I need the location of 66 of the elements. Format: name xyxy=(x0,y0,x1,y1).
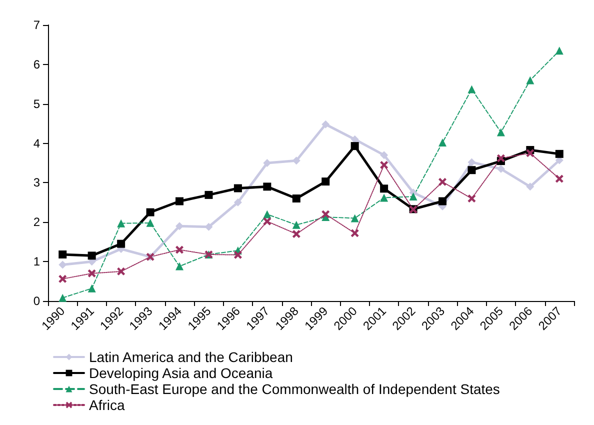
point xyxy=(380,194,388,202)
y-tick-label: 3 xyxy=(33,176,40,190)
point xyxy=(526,182,534,191)
point xyxy=(176,246,184,254)
point xyxy=(263,210,272,218)
y-tick-label: 0 xyxy=(33,294,40,308)
point xyxy=(496,164,505,173)
point xyxy=(468,194,476,202)
y-tick-label: 1 xyxy=(33,254,40,269)
point xyxy=(350,214,359,222)
point xyxy=(380,151,388,160)
point xyxy=(88,269,96,278)
point xyxy=(58,274,67,283)
point xyxy=(526,149,534,158)
point xyxy=(555,150,564,158)
point xyxy=(555,174,564,183)
legend-label: Africa xyxy=(89,397,125,413)
point xyxy=(88,284,96,292)
point xyxy=(204,190,213,199)
point xyxy=(292,230,300,238)
point xyxy=(438,138,446,146)
legend-label: South-East Europe and the Commonwealth of Independent States xyxy=(89,381,500,397)
point xyxy=(176,222,184,230)
point xyxy=(117,240,126,248)
point xyxy=(526,76,534,84)
point xyxy=(555,46,564,55)
y-tick-label: 5 xyxy=(33,96,40,111)
point xyxy=(380,160,388,169)
point xyxy=(117,219,126,228)
point xyxy=(88,252,96,260)
point xyxy=(468,158,476,166)
point xyxy=(409,192,418,201)
point xyxy=(234,184,242,192)
legend-label: Latin America and the Caribbean xyxy=(89,349,293,365)
point xyxy=(117,267,126,276)
point xyxy=(468,85,476,94)
point xyxy=(146,218,154,227)
point xyxy=(58,250,67,258)
point xyxy=(468,166,476,174)
point xyxy=(58,294,67,302)
point xyxy=(380,184,388,193)
y-tick-label: 4 xyxy=(33,136,40,150)
point xyxy=(292,194,300,202)
point xyxy=(438,178,446,186)
point xyxy=(234,198,242,206)
point xyxy=(176,262,184,270)
point xyxy=(292,156,300,165)
y-tick-label: 2 xyxy=(33,215,40,230)
point xyxy=(234,250,242,259)
point xyxy=(496,154,505,162)
point xyxy=(496,128,505,136)
point xyxy=(58,260,67,269)
point xyxy=(146,208,154,216)
point xyxy=(438,197,446,206)
point xyxy=(263,217,272,226)
y-tick-label: 7 xyxy=(33,18,40,32)
point xyxy=(350,229,359,238)
point xyxy=(263,182,272,191)
legend-label: Developing Asia and Oceania xyxy=(89,365,273,381)
point xyxy=(322,120,330,128)
point xyxy=(322,210,330,218)
point xyxy=(292,220,300,229)
point xyxy=(176,197,184,206)
y-tick-label: 6 xyxy=(33,57,40,72)
point xyxy=(322,178,330,186)
point xyxy=(350,142,359,150)
